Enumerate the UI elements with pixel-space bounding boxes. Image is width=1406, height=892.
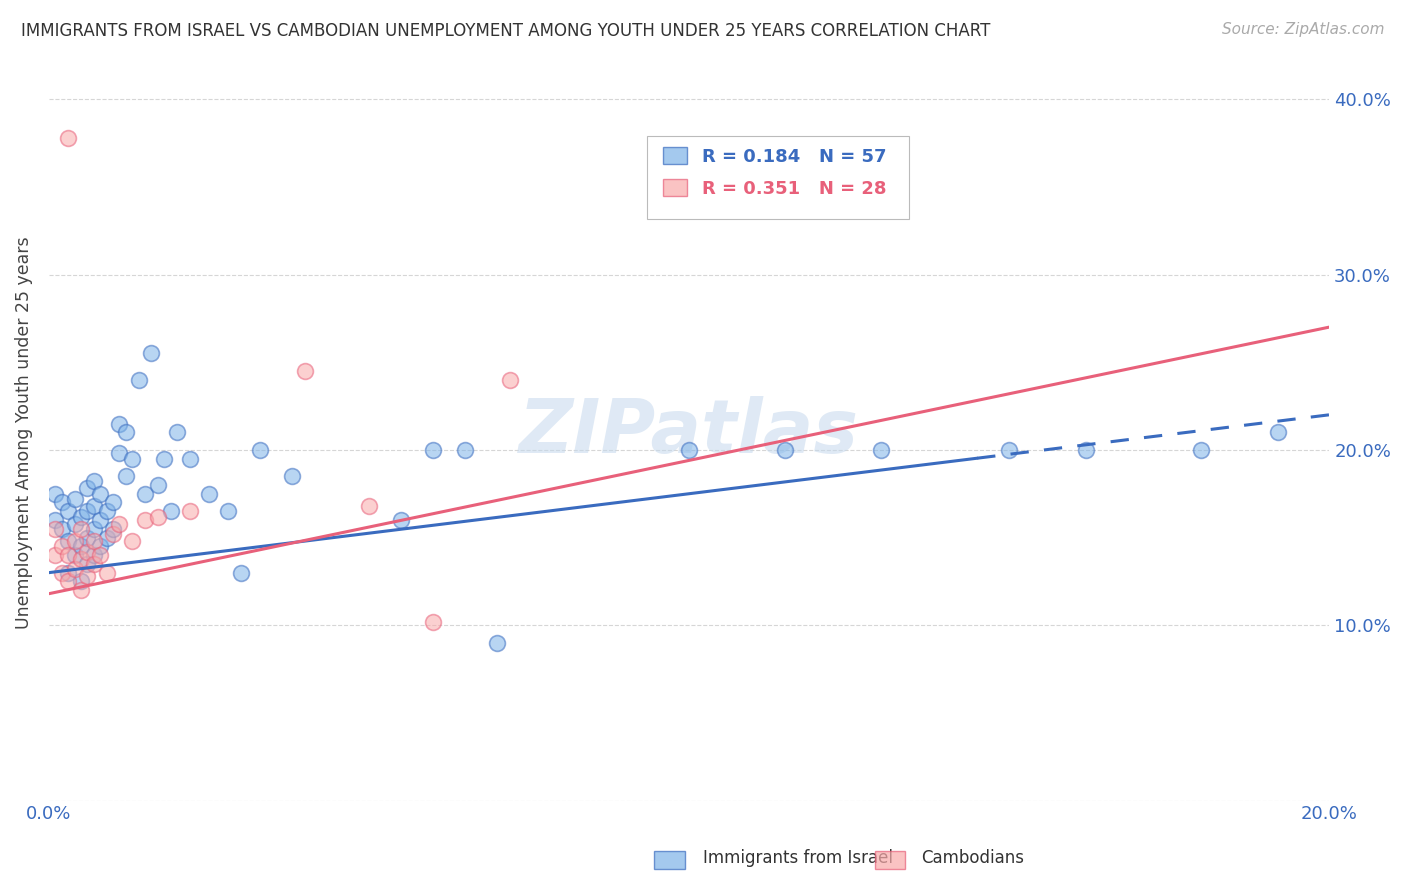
Point	[70, 574, 93, 589]
Point	[76, 569, 98, 583]
Text: Immigrants from Israel: Immigrants from Israel	[703, 849, 893, 867]
Text: IMMIGRANTS FROM ISRAEL VS CAMBODIAN UNEMPLOYMENT AMONG YOUTH UNDER 25 YEARS CORR: IMMIGRANTS FROM ISRAEL VS CAMBODIAN UNEM…	[21, 22, 990, 40]
Point	[83, 499, 105, 513]
Point	[1267, 425, 1289, 440]
Point	[281, 469, 304, 483]
Point	[294, 364, 316, 378]
Point	[128, 373, 150, 387]
Point	[198, 486, 221, 500]
Point	[63, 534, 86, 549]
Point	[134, 486, 156, 500]
Point	[678, 442, 700, 457]
Point	[76, 482, 98, 496]
Point	[454, 442, 477, 457]
Point	[56, 566, 79, 580]
Point	[89, 486, 111, 500]
Point	[121, 451, 143, 466]
Point	[63, 516, 86, 531]
Point	[146, 478, 169, 492]
Point	[357, 499, 380, 513]
Point	[114, 469, 136, 483]
Point	[56, 548, 79, 562]
Point	[83, 548, 105, 562]
Point	[499, 373, 522, 387]
Point	[141, 346, 163, 360]
Point	[70, 509, 93, 524]
Point	[70, 583, 93, 598]
Point	[179, 451, 201, 466]
Point	[70, 551, 93, 566]
Point	[486, 636, 509, 650]
Point	[101, 522, 124, 536]
Point	[76, 531, 98, 545]
Point	[389, 513, 412, 527]
Point	[217, 504, 239, 518]
Point	[76, 544, 98, 558]
Point	[96, 504, 118, 518]
Point	[159, 504, 181, 518]
Point	[773, 442, 796, 457]
Point	[146, 509, 169, 524]
Point	[44, 513, 66, 527]
Point	[179, 504, 201, 518]
Point	[76, 557, 98, 571]
Point	[83, 534, 105, 549]
Point	[134, 513, 156, 527]
Point	[108, 446, 131, 460]
Point	[870, 442, 893, 457]
Text: ZIPatlas: ZIPatlas	[519, 396, 859, 469]
Point	[83, 475, 105, 489]
Point	[101, 495, 124, 509]
Point	[83, 522, 105, 536]
Point	[70, 522, 93, 536]
Text: R = 0.351   N = 28: R = 0.351 N = 28	[702, 180, 887, 198]
Point	[998, 442, 1021, 457]
Point	[76, 504, 98, 518]
Point	[44, 548, 66, 562]
Text: Cambodians: Cambodians	[921, 849, 1024, 867]
Point	[56, 130, 79, 145]
Text: R = 0.184   N = 57: R = 0.184 N = 57	[702, 148, 887, 166]
Point	[153, 451, 176, 466]
Point	[56, 504, 79, 518]
Point	[422, 615, 444, 629]
Point	[1189, 442, 1212, 457]
Point	[44, 522, 66, 536]
Point	[89, 513, 111, 527]
Point	[51, 495, 73, 509]
Point	[101, 527, 124, 541]
Point	[114, 425, 136, 440]
Point	[96, 566, 118, 580]
Point	[44, 486, 66, 500]
Y-axis label: Unemployment Among Youth under 25 years: Unemployment Among Youth under 25 years	[15, 236, 32, 629]
Point	[63, 548, 86, 562]
Point	[63, 491, 86, 506]
Point	[56, 534, 79, 549]
Point	[96, 531, 118, 545]
Point	[83, 557, 105, 571]
Point	[108, 516, 131, 531]
Point	[56, 574, 79, 589]
Point	[1074, 442, 1097, 457]
Point	[249, 442, 271, 457]
Point	[108, 417, 131, 431]
Point	[70, 539, 93, 553]
Point	[63, 562, 86, 576]
Point	[51, 539, 73, 553]
Point	[51, 566, 73, 580]
Point	[89, 539, 111, 553]
Point	[422, 442, 444, 457]
Point	[121, 534, 143, 549]
Point	[229, 566, 252, 580]
Point	[166, 425, 188, 440]
Text: Source: ZipAtlas.com: Source: ZipAtlas.com	[1222, 22, 1385, 37]
Point	[89, 548, 111, 562]
Point	[51, 522, 73, 536]
